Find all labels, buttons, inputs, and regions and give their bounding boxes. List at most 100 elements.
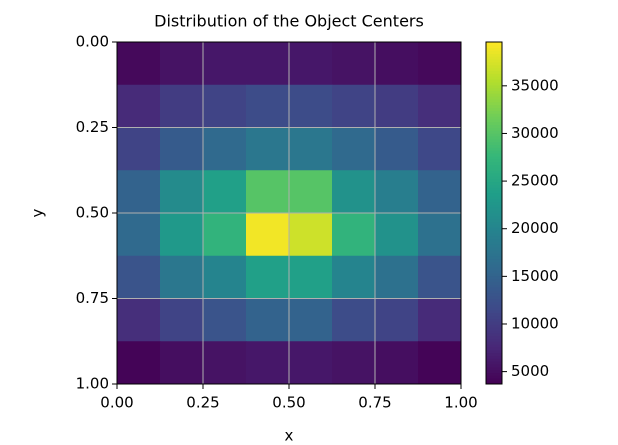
heatmap-cell	[332, 84, 376, 128]
colorbar-segment	[486, 81, 502, 86]
colorbar-segment	[486, 207, 502, 211]
colorbar-segment	[486, 364, 502, 368]
colorbar-segment	[486, 213, 502, 217]
colorbar-segment	[486, 124, 502, 128]
heatmap-cell	[160, 255, 204, 299]
colorbar-segment	[486, 201, 502, 205]
colorbar-segment	[486, 127, 502, 131]
colorbar-segment	[486, 161, 502, 166]
colorbar-frame	[485, 41, 503, 385]
heatmap-cell	[289, 298, 333, 342]
colorbar-segment	[486, 321, 502, 325]
x-tick-label: 0.00	[100, 394, 133, 412]
colorbar-segment	[486, 93, 502, 97]
colorbar-segment	[486, 84, 502, 89]
colorbar-tick-label: 35000	[511, 76, 559, 94]
colorbar-segment	[486, 232, 502, 237]
heatmap-cell	[117, 84, 161, 128]
y-tick-label: 1.00	[76, 375, 109, 393]
heatmap-cell	[332, 298, 376, 342]
heatmap-cell	[203, 42, 247, 86]
colorbar-segment	[486, 164, 502, 168]
colorbar-segment	[486, 187, 502, 191]
colorbar-segment	[486, 309, 502, 314]
y-tick-label: 0.50	[76, 204, 109, 222]
colorbar-segment	[486, 344, 502, 348]
heatmap-cell	[418, 213, 462, 257]
heatmap-cell	[332, 341, 376, 385]
colorbar-segment	[486, 298, 502, 302]
colorbar-segment	[486, 267, 502, 271]
x-axis-label: x	[285, 427, 294, 445]
colorbar-segment	[486, 67, 502, 71]
colorbar-segment	[486, 335, 502, 339]
colorbar-segment	[486, 235, 502, 240]
colorbar-segment	[486, 118, 502, 123]
heatmap-cell	[289, 341, 333, 385]
heatmap-cell	[117, 341, 161, 385]
heatmap-cell	[160, 341, 204, 385]
colorbar-segment	[486, 47, 502, 52]
colorbar-segment	[486, 307, 502, 311]
colorbar-segment	[486, 76, 502, 80]
colorbar-segment	[486, 44, 502, 49]
colorbar-segment	[486, 190, 502, 194]
colorbar-segment	[486, 215, 502, 220]
heatmap-cell	[117, 213, 161, 257]
heatmap-cell	[375, 84, 419, 128]
colorbar-tick-label: 5000	[511, 362, 549, 380]
colorbar-segment	[486, 113, 502, 117]
y-axis-label: y	[29, 208, 47, 217]
colorbar-segment	[486, 292, 502, 297]
x-tick-label: 0.25	[186, 394, 219, 412]
heatmap-cell	[375, 170, 419, 214]
colorbar-segment	[486, 158, 502, 163]
heatmap-cell	[203, 127, 247, 171]
colorbar-segment	[486, 301, 502, 305]
colorbar-segment	[486, 133, 502, 137]
colorbar-segment	[486, 329, 502, 334]
heatmap-cell	[246, 298, 290, 342]
heatmap-cell	[289, 127, 333, 171]
y-tick-label: 0.25	[76, 118, 109, 136]
colorbar-segment	[486, 372, 502, 376]
colorbar-segment	[486, 150, 502, 154]
colorbar-segment	[486, 346, 502, 351]
heatmap-cell	[117, 255, 161, 299]
colorbar-segment	[486, 369, 502, 374]
heatmap-cell	[289, 84, 333, 128]
colorbar-segment	[486, 110, 502, 114]
colorbar-segment	[486, 238, 502, 242]
colorbar-segment	[486, 250, 502, 254]
colorbar-segment	[486, 87, 502, 91]
heatmap-cell	[418, 42, 462, 86]
colorbar-segment	[486, 184, 502, 188]
colorbar-segment	[486, 193, 502, 197]
heatmap-cell	[375, 127, 419, 171]
heatmap-cell	[246, 213, 290, 257]
colorbar-segment	[486, 59, 502, 63]
y-tick-label: 0.75	[76, 289, 109, 307]
colorbar-segment	[486, 261, 502, 265]
heatmap-cell	[246, 84, 290, 128]
colorbar-segment	[486, 167, 502, 171]
heatmap-cell	[289, 213, 333, 257]
colorbar-segment	[486, 130, 502, 134]
colorbar-segment	[486, 327, 502, 331]
colorbar-segment	[486, 270, 502, 274]
heatmap-cell	[418, 255, 462, 299]
heatmap-cell	[289, 42, 333, 86]
colorbar-segment	[486, 258, 502, 262]
colorbar-segment	[486, 366, 502, 371]
colorbar-segment	[486, 304, 502, 308]
heatmap-cell	[375, 298, 419, 342]
colorbar-segment	[486, 116, 502, 120]
colorbar-segment	[486, 375, 502, 379]
colorbar-segment	[486, 147, 502, 151]
colorbar-segment	[486, 255, 502, 260]
heatmap-cell	[117, 170, 161, 214]
heatmap-cell	[160, 298, 204, 342]
x-tick-label: 0.50	[272, 394, 305, 412]
heatmap-cell	[117, 42, 161, 86]
